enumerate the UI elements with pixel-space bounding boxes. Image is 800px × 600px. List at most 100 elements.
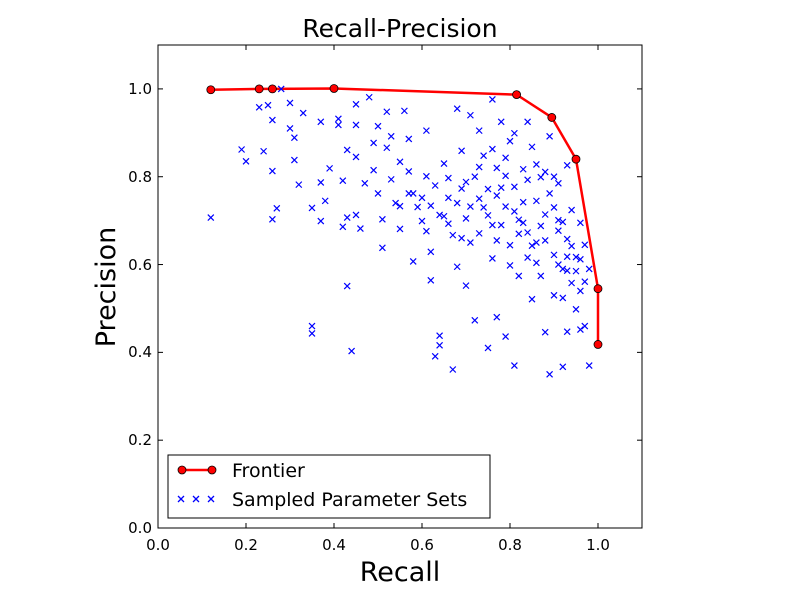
sampled-point: [475, 127, 483, 135]
sampled-point: [576, 287, 584, 295]
sampled-point: [339, 223, 347, 231]
sampled-point: [515, 272, 523, 280]
sampled-point: [374, 122, 382, 130]
sampled-point: [493, 192, 501, 200]
frontier-point: [267, 84, 277, 94]
sampled-point: [440, 212, 448, 220]
sampled-point: [581, 322, 589, 330]
sampled-point: [299, 109, 307, 117]
sampled-points-group: [207, 85, 593, 378]
sampled-point: [563, 161, 571, 169]
legend-sampled-marker: [192, 495, 200, 503]
y-tick-label: 0.8: [128, 168, 152, 186]
sampled-point: [392, 199, 400, 207]
sampled-point: [238, 146, 246, 153]
sampled-point: [286, 99, 294, 107]
sampled-point: [528, 242, 536, 250]
sampled-point: [585, 265, 593, 273]
sampled-point: [383, 108, 391, 116]
x-tick-label: 0.4: [322, 536, 346, 554]
sampled-point: [576, 326, 584, 333]
sampled-point: [308, 330, 316, 337]
sampled-point: [343, 214, 351, 221]
sampled-point: [546, 189, 554, 197]
sampled-point: [378, 244, 386, 252]
frontier-point: [206, 85, 216, 95]
sampled-point: [449, 231, 457, 239]
sampled-point: [519, 165, 527, 173]
sampled-point: [462, 282, 470, 290]
sampled-point: [317, 118, 325, 126]
sampled-point: [559, 218, 567, 226]
sampled-point: [506, 241, 514, 249]
sampled-point: [554, 179, 562, 187]
plot-area: [158, 45, 642, 528]
plot-frame: [157, 44, 643, 529]
sampled-point: [396, 225, 404, 233]
sampled-point: [524, 118, 532, 126]
sampled-point: [317, 179, 325, 186]
sampled-point: [572, 253, 580, 261]
sampled-point: [510, 362, 518, 369]
y-tick-label: 0.2: [128, 431, 152, 449]
sampled-point: [506, 261, 514, 269]
legend-label-frontier: Frontier: [232, 460, 305, 482]
sampled-point: [502, 172, 510, 180]
sampled-point: [572, 305, 580, 313]
y-tick-label: 0.0: [128, 519, 152, 537]
sampled-point: [519, 198, 527, 206]
sampled-point: [431, 352, 439, 360]
sampled-point: [563, 253, 571, 261]
sampled-point: [361, 179, 369, 187]
sampled-point: [405, 168, 413, 175]
sampled-point: [532, 161, 540, 168]
sampled-point: [277, 85, 285, 93]
sampled-point: [427, 248, 435, 256]
sampled-point: [431, 182, 439, 189]
sampled-point: [418, 217, 426, 225]
sampled-point: [352, 100, 360, 108]
sampled-point: [480, 204, 488, 211]
sampled-point: [576, 255, 584, 263]
sampled-point: [475, 195, 483, 203]
sampled-point: [436, 332, 444, 340]
sampled-point: [497, 184, 505, 192]
sampled-point: [365, 93, 373, 101]
sampled-point: [497, 221, 505, 229]
frontier-point: [329, 84, 339, 93]
sampled-point: [414, 203, 422, 211]
sampled-point: [581, 278, 589, 286]
sampled-point: [264, 101, 272, 109]
sampled-point: [387, 132, 395, 140]
sampled-point: [444, 174, 452, 182]
sampled-point: [273, 204, 281, 212]
sampled-point: [268, 116, 276, 124]
sampled-point: [352, 211, 360, 219]
x-tick-label: 1.0: [586, 536, 610, 554]
sampled-point: [427, 276, 435, 284]
sampled-point: [444, 194, 452, 202]
sampled-point: [510, 129, 518, 137]
legend-box: [167, 454, 491, 519]
sampled-point: [510, 207, 518, 215]
sampled-point: [524, 229, 532, 236]
axis-ticks: [157, 45, 642, 529]
frontier-markers-group: [206, 84, 603, 349]
frontier-point: [571, 154, 581, 164]
sampled-point: [532, 239, 540, 247]
sampled-point: [418, 194, 426, 202]
sampled-point: [334, 121, 342, 129]
x-tick-label: 0.6: [410, 536, 434, 554]
sampled-point: [352, 121, 360, 129]
sampled-point: [532, 197, 540, 205]
sampled-point: [550, 173, 558, 181]
sampled-point: [568, 206, 576, 214]
sampled-point: [422, 172, 430, 180]
sampled-point: [396, 202, 404, 210]
y-tick-labels: 0.0 0.2 0.4 0.6 0.8 1.0: [128, 80, 152, 537]
sampled-point: [400, 107, 408, 115]
sampled-point: [374, 189, 382, 197]
sampled-point: [550, 251, 558, 259]
sampled-point: [409, 189, 417, 197]
